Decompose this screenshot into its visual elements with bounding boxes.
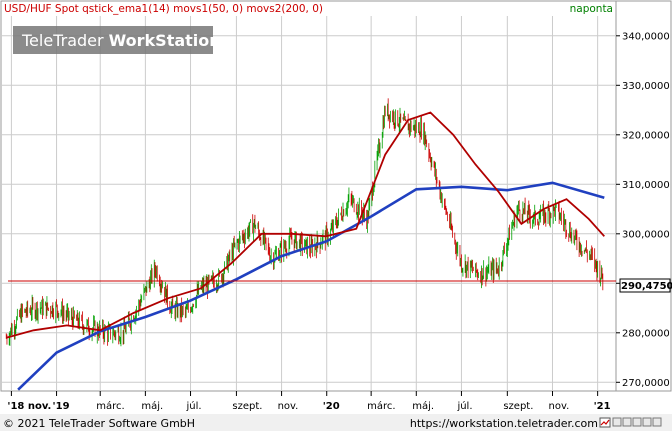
x-tick-label: '21 <box>594 401 611 412</box>
x-tick-label: '19 <box>53 401 70 412</box>
y-tick-label: 320,0000 <box>622 130 670 141</box>
legend-period: naponta <box>570 3 613 15</box>
series-line-movs2 <box>17 181 605 391</box>
x-axis-ticks: '18 nov. '19 márc. máj. júl. szept. nov. '20 már… <box>7 391 611 412</box>
chart-settings-icon[interactable] <box>599 417 611 428</box>
x-tick-label: júl. <box>186 400 202 412</box>
window-controls-icon[interactable] <box>612 417 662 427</box>
x-tick-label: nov. <box>548 401 569 412</box>
x-tick-label: máj. <box>412 400 434 412</box>
watermark-box <box>13 26 213 54</box>
y-axis-area[interactable] <box>615 0 672 392</box>
footer-copyright: © 2021 TeleTrader Software GmbH <box>3 417 195 430</box>
y-tick-label: 310,0000 <box>622 180 670 191</box>
x-tick-label: '20 <box>323 401 340 412</box>
footer-url[interactable]: https://workstation.teletrader.com <box>410 417 598 430</box>
x-tick-label: nov. <box>278 401 299 412</box>
series-line-movs1 <box>5 111 605 339</box>
y-tick-label: 330,0000 <box>622 81 670 92</box>
x-tick-label: '18 nov. <box>7 401 51 412</box>
legend-series: USD/HUF Spot qstick_ema1(14) movs1(50, 0… <box>4 3 323 15</box>
y-tick-label: 280,0000 <box>622 328 670 339</box>
y-tick-label: 300,0000 <box>622 229 670 240</box>
current-price-box <box>619 278 671 293</box>
x-tick-label: márc. <box>367 400 395 412</box>
footer-bar <box>0 414 672 431</box>
x-tick-label: szept. <box>232 401 262 412</box>
y-tick-label: 270,0000 <box>622 378 670 389</box>
current-price-label: 290,4750 <box>621 281 672 292</box>
y-tick-label: 340,0000 <box>622 31 670 42</box>
watermark-logo: TeleTrader WorkStation <box>21 31 221 50</box>
x-tick-label: júl. <box>456 400 472 412</box>
x-tick-label: márc. <box>96 400 124 412</box>
x-tick-label: szept. <box>503 401 533 412</box>
x-tick-label: máj. <box>141 400 163 412</box>
